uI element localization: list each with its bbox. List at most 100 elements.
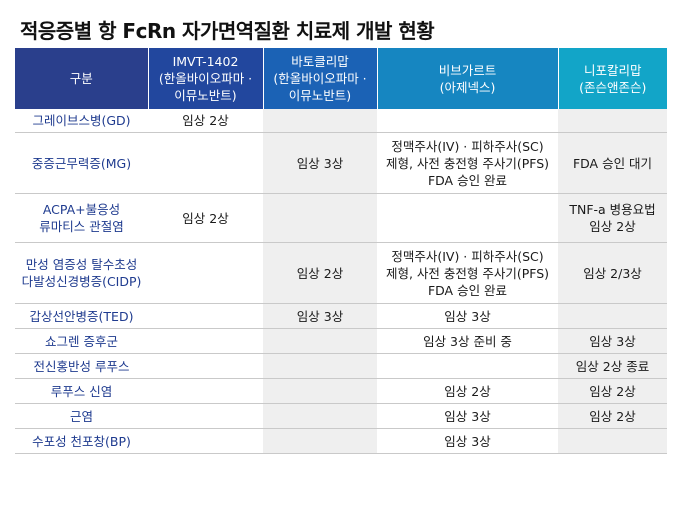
status-text: 임상 2상: [589, 383, 636, 399]
status-cell: 임상 2상 종료: [558, 353, 667, 379]
status-cell: [148, 428, 263, 454]
status-cell: [148, 353, 263, 379]
status-text: 임상 2상: [444, 383, 491, 399]
status-cell: [148, 132, 263, 194]
page-title: 적응증별 항 FcRn 자가면역질환 치료제 개발 현황: [20, 19, 435, 43]
status-text: 정맥주사(IV) · 피하주사(SC): [391, 138, 544, 154]
category-label: 만성 염증성 탈수초성: [25, 257, 138, 272]
header-text: (한올바이오파마 ·: [273, 71, 367, 86]
status-text: 임상 3상: [296, 155, 344, 171]
status-cell: [263, 193, 377, 243]
category-cell: 쇼그렌 증후군: [15, 328, 148, 354]
status-text: 임상 3상: [444, 433, 491, 449]
status-text: 임상 2상: [589, 408, 636, 424]
status-text: 임상 2상: [296, 265, 344, 281]
category-label: 루푸스 신염: [50, 383, 113, 399]
category-label: 쇼그렌 증후군: [45, 333, 118, 349]
status-text: 임상 3상: [296, 308, 344, 324]
status-cell: [377, 353, 558, 379]
table-row: 전신홍반성 루푸스 임상 2상 종료: [15, 353, 667, 379]
status-cell: 임상 3상: [377, 403, 558, 429]
category-label: 근염: [69, 408, 93, 424]
header-text: 니포칼리맙: [583, 62, 642, 78]
status-text: 제형, 사전 충전형 주사기(PFS): [385, 265, 550, 281]
status-cell: 임상 3상: [377, 428, 558, 454]
table-row: 수포성 천포창(BP) 임상 3상: [15, 428, 667, 454]
status-cell: [148, 403, 263, 429]
category-cell: 중증근무력증(MG): [15, 132, 148, 194]
category-label: 다발성신경병증(CIDP): [21, 274, 142, 289]
header-batoclimab: 바토클리맙 (한올바이오파마 · 이뮤노반트): [263, 48, 378, 109]
status-cell: [263, 403, 377, 429]
status-cell: 임상 2상: [377, 378, 558, 404]
status-cell: [148, 328, 263, 354]
status-cell: 임상 2상: [263, 242, 377, 304]
status-text: 임상 3상: [444, 308, 491, 324]
status-cell: [377, 193, 558, 243]
status-cell: 임상 3상 준비 중: [377, 328, 558, 354]
table-row: 쇼그렌 증후군 임상 3상 준비 중 임상 3상: [15, 328, 667, 354]
status-cell: 임상 3상: [263, 132, 377, 194]
table-row: 갑상선안병증(TED) 임상 3상 임상 3상: [15, 303, 667, 329]
status-cell: [558, 303, 667, 329]
header-vyvgart: 비브가르트 (아제넥스): [377, 48, 559, 109]
status-cell: 임상 2/3상: [558, 242, 667, 304]
status-text: 제형, 사전 충전형 주사기(PFS): [385, 155, 550, 171]
category-label: 갑상선안병증(TED): [29, 308, 134, 324]
category-label: 수포성 천포창(BP): [32, 433, 131, 449]
status-text: 임상 2상 종료: [575, 358, 650, 374]
status-text: TNF-a 병용요법: [569, 202, 656, 217]
status-text: FDA 승인 완료: [427, 282, 508, 298]
header-row: 구분 IMVT-1402 (한올바이오파마 · 이뮤노반트) 바토클리맙 (한올바이오…: [15, 48, 667, 109]
table-row: 루푸스 신염 임상 2상 임상 2상: [15, 378, 667, 404]
status-text: 정맥주사(IV) · 피하주사(SC): [391, 248, 544, 264]
category-label: ACPA+불응성: [42, 202, 121, 217]
status-text: 임상 2상: [589, 219, 636, 234]
header-nipocalimab: 니포칼리맙 (존슨앤존슨): [558, 48, 667, 109]
status-cell: 정맥주사(IV) · 피하주사(SC) 제형, 사전 충전형 주사기(PFS) FD…: [377, 132, 558, 194]
category-cell: 루푸스 신염: [15, 378, 148, 404]
header-text: (한올바이오파마 ·: [158, 71, 253, 86]
category-label: 류마티스 관절염: [39, 219, 124, 234]
category-cell: 갑상선안병증(TED): [15, 303, 148, 329]
table-row: 그레이브스병(GD) 임상 2상: [15, 109, 667, 133]
category-cell: 근염: [15, 403, 148, 429]
header-text: 구분: [69, 71, 93, 86]
status-text: 임상 3상: [589, 333, 636, 349]
status-text: 임상 2/3상: [583, 265, 642, 281]
header-text: (아제넥스): [439, 79, 496, 95]
status-cell: [148, 303, 263, 329]
status-cell: 임상 3상: [377, 303, 558, 329]
development-status-table: 구분 IMVT-1402 (한올바이오파마 · 이뮤노반트) 바토클리맙 (한올바이오…: [15, 48, 667, 454]
category-label: 전신홍반성 루푸스: [33, 358, 130, 374]
status-text: 임상 2상: [182, 210, 229, 226]
status-cell: [263, 428, 377, 454]
status-text: FDA 승인 대기: [572, 155, 653, 171]
status-cell: [263, 378, 377, 404]
status-text: FDA 승인 완료: [427, 172, 508, 188]
status-cell: [558, 428, 667, 454]
status-cell: [377, 109, 558, 133]
table-row: 중증근무력증(MG) 임상 3상 정맥주사(IV) · 피하주사(SC) 제형, 사전…: [15, 132, 667, 194]
category-cell: 수포성 천포창(BP): [15, 428, 148, 454]
category-label: 중증근무력증(MG): [31, 155, 132, 171]
header-text: 바토클리맙: [291, 54, 349, 69]
status-cell: 정맥주사(IV) · 피하주사(SC) 제형, 사전 충전형 주사기(PFS) FD…: [377, 242, 558, 304]
header-text: 이뮤노반트): [174, 88, 237, 103]
status-cell: 임상 3상: [558, 328, 667, 354]
header-text: (존슨앤존슨): [579, 79, 647, 95]
status-cell: 임상 2상: [148, 193, 263, 243]
status-cell: [263, 353, 377, 379]
table-row: 근염 임상 3상 임상 2상: [15, 403, 667, 429]
category-label: 그레이브스병(GD): [32, 113, 131, 128]
status-cell: [148, 242, 263, 304]
status-cell: [263, 328, 377, 354]
header-text: IMVT-1402: [172, 54, 239, 69]
status-cell: [263, 109, 377, 133]
status-cell: 임상 3상: [263, 303, 377, 329]
status-text: 임상 2상: [182, 113, 229, 128]
